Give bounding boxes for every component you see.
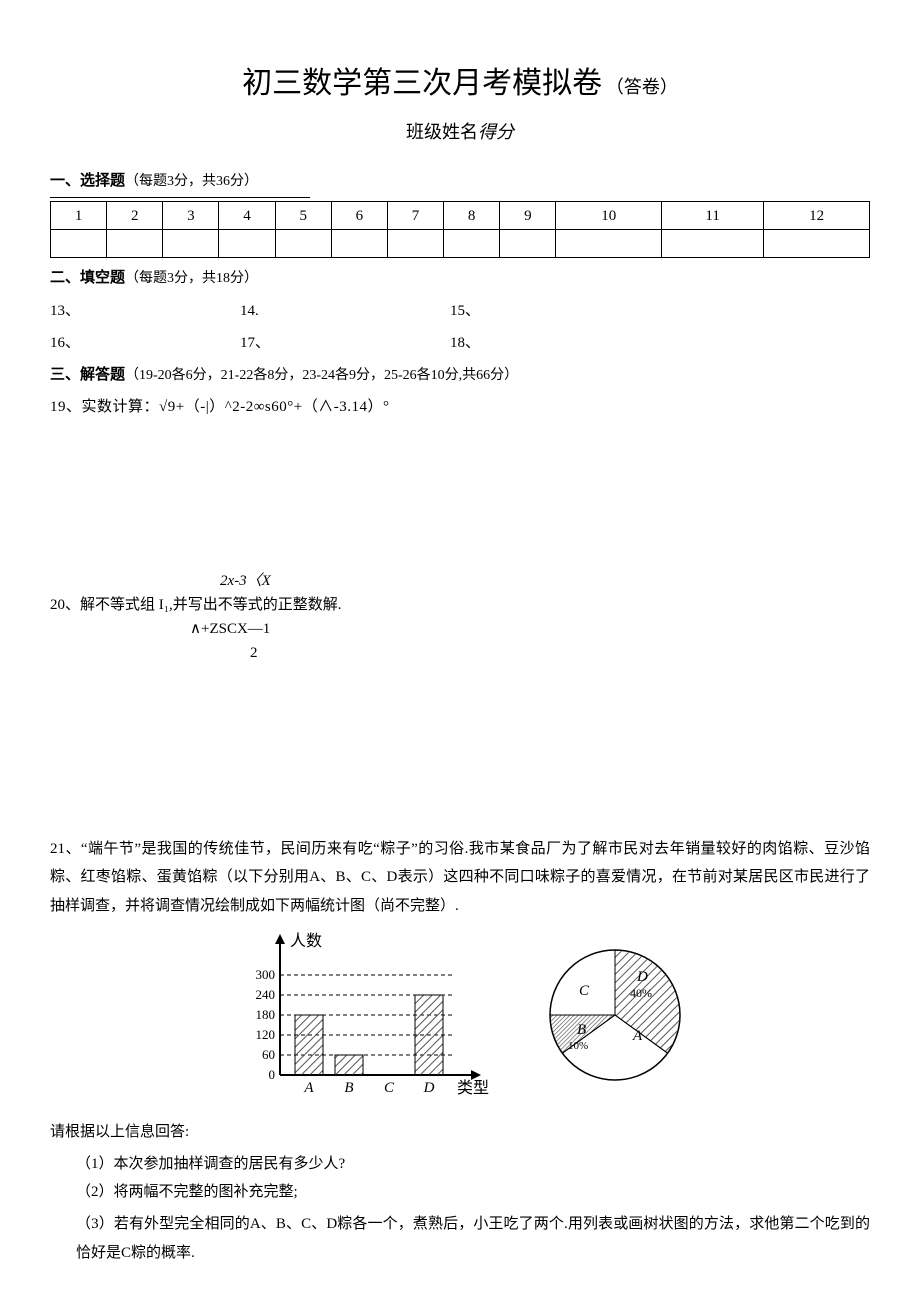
- bar-chart: 0 60 120 180 240 300 人数 A B C D 类型: [225, 930, 495, 1100]
- question-19: 19、实数计算：√9+（-|）^2-2∞s60°+（∧-3.14）°: [50, 395, 870, 419]
- question-21-intro: 21、“端午节”是我国的传统佳节，民间历来有吃“粽子”的习俗.我市某食品厂为了解…: [50, 835, 870, 921]
- charts-row: 0 60 120 180 240 300 人数 A B C D 类型: [50, 930, 870, 1100]
- pie-chart: D 40% C A B 10%: [535, 935, 695, 1095]
- blank-cell: [163, 230, 219, 258]
- pie-label-c: C: [579, 983, 590, 999]
- section-2-note: （每题3分，共18分）: [125, 271, 258, 286]
- ytick-120: 120: [256, 1027, 276, 1042]
- ytick-60: 60: [262, 1047, 275, 1062]
- blank-cell: [219, 230, 275, 258]
- blank-cell: [107, 230, 163, 258]
- col-3: 3: [163, 202, 219, 230]
- col-8: 8: [444, 202, 500, 230]
- col-6: 6: [331, 202, 387, 230]
- title-line: 初三数学第三次月考模拟卷 （答卷）: [50, 60, 870, 108]
- xcat-b: B: [344, 1080, 353, 1096]
- q20-ineq-line1: 2x-3〈X: [220, 569, 870, 593]
- section-1-heading: 一、选择题（每题3分，共36分）: [50, 169, 870, 193]
- q21-sub2: （2）将两幅不完整的图补充完整;: [76, 1180, 870, 1204]
- fill-17: 17、: [240, 331, 450, 355]
- question-20: 2x-3〈X 20、解不等式组 I₁,并写出不等式的正整数解. ∧+ZSCX—1…: [50, 569, 870, 665]
- xcat-c: C: [384, 1080, 395, 1096]
- blank-cell: [662, 230, 764, 258]
- fill-13: 13、: [50, 299, 240, 323]
- pie-pct-b: 10%: [568, 1040, 588, 1052]
- answer-grid-blank-row: [51, 230, 870, 258]
- section-1-note: （每题3分，共36分）: [125, 174, 258, 189]
- class-line-prefix: 班级姓名: [406, 122, 478, 142]
- q21-follow: 请根据以上信息回答:: [50, 1120, 870, 1144]
- col-12: 12: [764, 202, 870, 230]
- section-2-heading: 二、填空题（每题3分，共18分）: [50, 266, 870, 290]
- bar-d: [415, 995, 443, 1075]
- class-info-line: 班级姓名得分: [50, 118, 870, 147]
- fill-14: 14.: [240, 299, 450, 323]
- xcat-a: A: [303, 1080, 314, 1096]
- col-10: 10: [556, 202, 662, 230]
- bar-b: [335, 1055, 363, 1075]
- col-11: 11: [662, 202, 764, 230]
- pie-label-d: D: [636, 969, 648, 985]
- q20-lead: 20、解不等式组 I₁,并写出不等式的正整数解.: [50, 593, 870, 617]
- section-2-label: 二、填空题: [50, 270, 125, 286]
- col-5: 5: [275, 202, 331, 230]
- fill-row-2: 16、 17、 18、: [50, 331, 870, 355]
- blank-cell: [556, 230, 662, 258]
- blank-cell: [500, 230, 556, 258]
- ytick-300: 300: [256, 967, 276, 982]
- fill-row-1: 13、 14. 15、: [50, 299, 870, 323]
- q21-sub3: （3）若有外型完全相同的A、B、C、D粽各一个，煮熟后，小王吃了两个.用列表或画…: [76, 1210, 870, 1267]
- col-2: 2: [107, 202, 163, 230]
- ytick-240: 240: [256, 987, 276, 1002]
- xcat-d: D: [423, 1080, 435, 1096]
- fill-16: 16、: [50, 331, 240, 355]
- col-9: 9: [500, 202, 556, 230]
- q20-ineq-line2: ∧+ZSCX—1: [190, 617, 870, 641]
- fill-15: 15、: [450, 299, 480, 323]
- bar-xlabel: 类型: [457, 1079, 489, 1097]
- blank-cell: [331, 230, 387, 258]
- q21-sub1: （1）本次参加抽样调查的居民有多少人?: [76, 1152, 870, 1176]
- q19-text: 19、实数计算：√9+（-|）^2-2∞s60°+（∧-3.14）°: [50, 399, 389, 415]
- class-line-score: 得分: [478, 122, 514, 142]
- blank-cell: [275, 230, 331, 258]
- section-3-note: （19-20各6分，21-22各8分，23-24各9分，25-26各10分,共6…: [125, 368, 518, 383]
- col-7: 7: [387, 202, 443, 230]
- blank-cell: [444, 230, 500, 258]
- blank-cell: [387, 230, 443, 258]
- blank-cell: [764, 230, 870, 258]
- section-3-label: 三、解答题: [50, 367, 125, 383]
- answer-grid-header-row: 1 2 3 4 5 6 7 8 9 10 11 12: [51, 202, 870, 230]
- pie-label-b: B: [577, 1022, 586, 1038]
- blank-cell: [51, 230, 107, 258]
- bar-a: [295, 1015, 323, 1075]
- col-4: 4: [219, 202, 275, 230]
- fill-18: 18、: [450, 331, 480, 355]
- q20-ineq-line3: 2: [250, 641, 870, 665]
- ytick-0: 0: [269, 1067, 276, 1082]
- sub-title: （答卷）: [606, 77, 678, 97]
- pie-label-a: A: [632, 1028, 643, 1044]
- answer-grid: 1 2 3 4 5 6 7 8 9 10 11 12: [50, 201, 870, 258]
- col-1: 1: [51, 202, 107, 230]
- section-1-rule: [50, 197, 310, 198]
- bar-ylabel: 人数: [290, 932, 322, 950]
- section-1-label: 一、选择题: [50, 173, 125, 189]
- section-3-heading: 三、解答题（19-20各6分，21-22各8分，23-24各9分，25-26各1…: [50, 363, 870, 387]
- ytick-180: 180: [256, 1007, 276, 1022]
- main-title: 初三数学第三次月考模拟卷: [242, 67, 602, 100]
- pie-pct-d: 40%: [630, 986, 652, 1000]
